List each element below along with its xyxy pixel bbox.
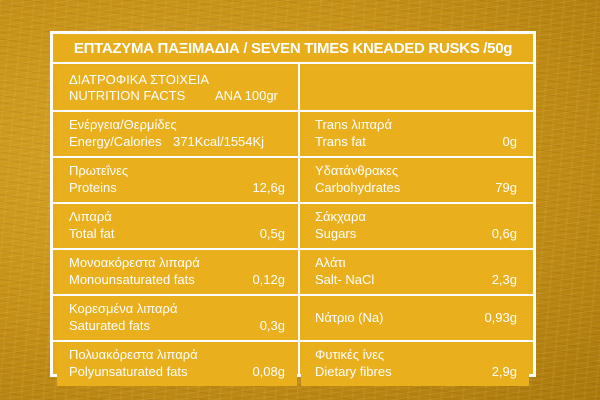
table-row: Πολυακόρεστα λιπαρά Polyunsaturated fats…	[53, 342, 533, 386]
header-greek: ΔΙΑΤΡΟΦΙΚΑ ΣΤΟΙΧΕΙΑ	[69, 72, 210, 87]
carbohydrates-english: Carbohydrates	[315, 180, 401, 195]
trans-fat-value: 0g	[502, 134, 517, 149]
column-divider	[298, 64, 300, 374]
sugars-english: Sugars	[315, 226, 357, 241]
header-empty-cell	[301, 66, 529, 110]
trans-fat-cell: Trans λιπαρά Trans fat 0g	[301, 112, 529, 156]
row-divider	[53, 156, 533, 158]
carbohydrates-cell: Υδατάνθρακες Carbohydrates 79g	[301, 158, 529, 202]
energy-cell: Ενέργεια/Θερμίδες Energy/Calories 371Kca…	[57, 112, 297, 156]
sugars-value: 0,6g	[491, 226, 517, 241]
saturated-english: Saturated fats	[69, 318, 150, 333]
sugars-cell: Σάκχαρα Sugars 0,6g	[301, 204, 529, 248]
trans-fat-greek: Trans λιπαρά	[315, 117, 392, 132]
sugars-greek: Σάκχαρα	[315, 209, 366, 224]
salt-cell: Αλάτι Salt- NaCl 2,3g	[301, 250, 529, 294]
sodium-value: 0,93g	[484, 310, 517, 325]
table-row: Ενέργεια/Θερμίδες Energy/Calories 371Kca…	[53, 112, 533, 156]
salt-greek: Αλάτι	[315, 255, 346, 270]
table-row: Κορεσμένα λιπαρά Saturated fats 0,3g Νάτ…	[53, 296, 533, 340]
energy-greek: Ενέργεια/Θερμίδες	[69, 117, 177, 132]
saturated-greek: Κορεσμένα λιπαρά	[69, 301, 178, 316]
saturated-cell: Κορεσμένα λιπαρά Saturated fats 0,3g	[57, 296, 297, 340]
table-row: Λιπαρά Total fat 0,5g Σάκχαρα Sugars 0,6…	[53, 204, 533, 248]
monounsaturated-greek: Μονοακόρεστα λιπαρά	[69, 255, 200, 270]
trans-fat-english: Trans fat	[315, 134, 366, 149]
nutrition-label: ΕΠΤΑΖΥΜΑ ΠΑΞΙΜΑΔΙΑ / SEVEN TIMES KNEADED…	[50, 31, 536, 386]
monounsaturated-value: 0,12g	[252, 272, 285, 287]
total-fat-english: Total fat	[69, 226, 115, 241]
energy-english: Energy/Calories	[69, 134, 162, 149]
fibres-value: 2,9g	[491, 364, 517, 379]
energy-value: 371Kcal/1554Kj	[173, 134, 265, 149]
carbohydrates-value: 79g	[495, 180, 517, 195]
header-cell: ΔΙΑΤΡΟΦΙΚΑ ΣΤΟΙΧΕΙΑ NUTRITION FACTS ΑΝΑ …	[57, 66, 297, 110]
row-divider	[53, 340, 533, 342]
total-fat-value: 0,5g	[259, 226, 285, 241]
header-row: ΔΙΑΤΡΟΦΙΚΑ ΣΤΟΙΧΕΙΑ NUTRITION FACTS ΑΝΑ …	[53, 66, 533, 110]
sodium-cell: Νάτριο (Na) 0,93g	[301, 296, 529, 340]
fibres-english: Dietary fibres	[315, 364, 392, 379]
proteins-value: 12,6g	[252, 180, 285, 195]
monounsaturated-cell: Μονοακόρεστα λιπαρά Monounsaturated fats…	[57, 250, 297, 294]
row-divider	[53, 294, 533, 296]
row-divider	[53, 110, 533, 112]
salt-value: 2,3g	[491, 272, 517, 287]
total-fat-cell: Λιπαρά Total fat 0,5g	[57, 204, 297, 248]
sodium-label: Νάτριο (Na)	[315, 310, 384, 325]
fibres-cell: Φυτικές ίνες Dietary fibres 2,9g	[301, 342, 529, 386]
header-english: NUTRITION FACTS	[69, 88, 186, 103]
saturated-value: 0,3g	[259, 318, 285, 333]
table-row: Μονοακόρεστα λιπαρά Monounsaturated fats…	[53, 250, 533, 294]
proteins-greek: Πρωτεΐνες	[69, 163, 129, 178]
fibres-greek: Φυτικές ίνες	[315, 347, 385, 362]
salt-english: Salt- NaCl	[315, 272, 375, 287]
polyunsaturated-greek: Πολυακόρεστα λιπαρά	[69, 347, 198, 362]
carbohydrates-greek: Υδατάνθρακες	[315, 163, 399, 178]
table-row: Πρωτεΐνες Proteins 12,6g Υδατάνθρακες Ca…	[53, 158, 533, 202]
row-divider	[53, 202, 533, 204]
polyunsaturated-english: Polyunsaturated fats	[69, 364, 188, 379]
polyunsaturated-cell: Πολυακόρεστα λιπαρά Polyunsaturated fats…	[57, 342, 297, 386]
product-title: ΕΠΤΑΖΥΜΑ ΠΑΞΙΜΑΔΙΑ / SEVEN TIMES KNEADED…	[53, 34, 533, 64]
polyunsaturated-value: 0,08g	[252, 364, 285, 379]
nutrition-grid: ΔΙΑΤΡΟΦΙΚΑ ΣΤΟΙΧΕΙΑ NUTRITION FACTS ΑΝΑ …	[53, 64, 533, 386]
proteins-english: Proteins	[69, 180, 117, 195]
proteins-cell: Πρωτεΐνες Proteins 12,6g	[57, 158, 297, 202]
header-per-100g: ΑΝΑ 100gr	[215, 88, 278, 103]
monounsaturated-english: Monounsaturated fats	[69, 272, 195, 287]
total-fat-greek: Λιπαρά	[69, 209, 112, 224]
row-divider	[53, 248, 533, 250]
